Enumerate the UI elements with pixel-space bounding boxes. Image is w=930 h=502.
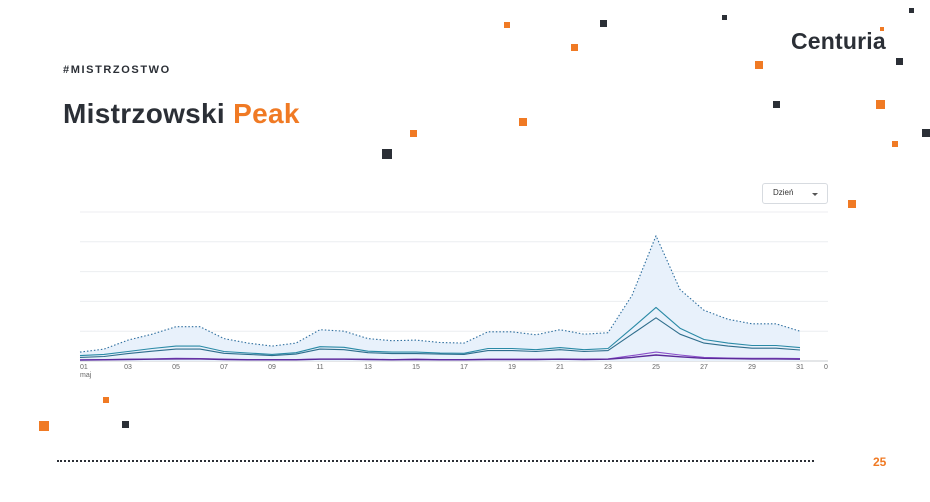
decor-square [896,58,903,65]
x-tick-label: 23 [604,364,612,371]
x-tick-label: 15 [412,364,420,371]
decor-square [722,15,727,20]
logo-accent-dot [880,27,884,31]
x-tick-label: 19 [508,364,516,371]
decor-square [103,397,109,403]
decor-square [909,8,914,13]
title-main: Mistrzowski [63,98,226,129]
series-line-violet [79,354,801,361]
decor-square [755,61,763,69]
chevron-down-icon [812,193,818,196]
decor-square [410,130,417,137]
brand-logo: Centuria [791,28,886,54]
x-tick-label: 11 [316,364,323,371]
x-tick-label: 03 [124,364,132,371]
decor-square [773,101,780,108]
decor-square [848,200,856,208]
decor-square [876,100,885,109]
x-tick-label: 13 [364,364,372,371]
decor-square [39,421,49,431]
period-dropdown-label: Dzień [773,188,794,197]
decor-square [922,129,930,137]
x-tick-label: 21 [556,364,564,371]
decor-square [122,421,129,428]
title-accent: Peak [233,98,300,129]
x-tick-label: 07 [220,364,228,371]
x-tick-label: 01 [80,364,88,371]
decor-square [519,118,527,126]
x-tick-label: 05 [172,364,180,371]
page-number: 25 [873,455,887,469]
x-tick-label: 25 [652,364,660,371]
y-tick-label: 0 [824,364,828,371]
x-tick-label: 29 [748,364,756,371]
series-line-dotted-upper-band [79,235,801,353]
section-hashtag: #MISTRZOSTWO [63,64,171,76]
series-line-teal [79,306,801,357]
x-tick-label: 17 [460,364,468,371]
decor-square [571,44,578,51]
decor-square [600,20,607,27]
page-title: Mistrzowski Peak [63,98,300,130]
period-dropdown[interactable]: Dzień [762,183,828,204]
x-tick-label: 27 [700,364,708,371]
footer-divider [57,460,814,462]
decor-square [504,22,510,28]
x-tick-label: 31 [796,364,804,371]
x-tick-sublabel: maj [80,372,92,379]
x-tick-label: 09 [268,364,276,371]
decor-square [382,149,392,159]
series-line-dark-teal [79,317,801,358]
decor-square [892,141,898,147]
series-band-area [80,235,800,361]
